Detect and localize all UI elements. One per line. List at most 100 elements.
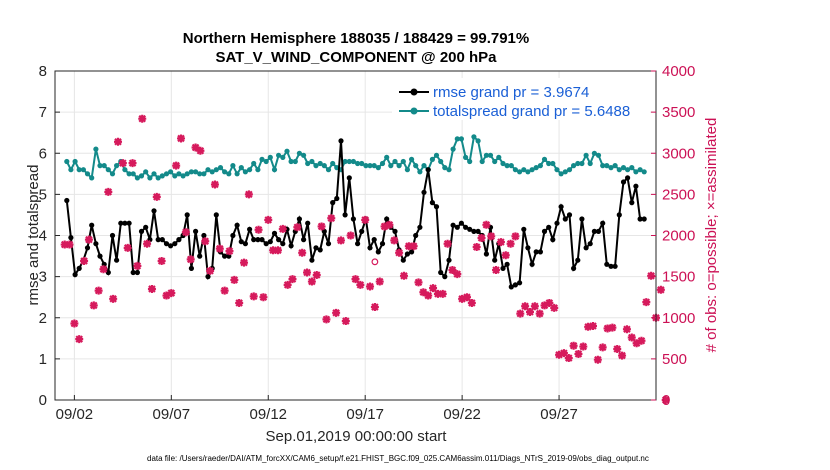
rmse-point bbox=[566, 212, 573, 218]
totalspread-point bbox=[109, 171, 116, 177]
rmse-point bbox=[641, 216, 647, 222]
obs-assimilated-marker bbox=[540, 301, 549, 310]
obs-assimilated-marker bbox=[661, 396, 670, 404]
totalspread-point bbox=[396, 163, 402, 169]
rmse-point bbox=[604, 261, 610, 267]
totalspread-point bbox=[64, 158, 70, 165]
obs-assimilated-marker bbox=[574, 349, 583, 358]
rmse-point bbox=[68, 235, 74, 241]
obs-assimilated-marker bbox=[511, 232, 520, 241]
obs-assimilated-marker bbox=[487, 232, 496, 241]
rmse-point bbox=[417, 224, 423, 230]
rmse-point bbox=[346, 175, 352, 181]
obs-assimilated-marker bbox=[220, 286, 229, 295]
totalspread-point bbox=[629, 165, 635, 171]
y2-tick-label: 1500 bbox=[662, 269, 695, 286]
obs-assimilated-marker bbox=[317, 222, 326, 231]
obs-assimilated-marker bbox=[172, 161, 181, 170]
rmse-point bbox=[134, 269, 140, 276]
rmse-point bbox=[454, 224, 460, 230]
totalspread-point bbox=[247, 167, 253, 173]
totalspread-point bbox=[159, 173, 165, 179]
totalspread-point bbox=[321, 163, 327, 169]
obs-assimilated-marker bbox=[104, 187, 113, 196]
totalspread-point bbox=[201, 171, 207, 177]
obs-assimilated-marker bbox=[264, 215, 273, 224]
obs-assimilated-marker bbox=[429, 284, 438, 293]
totalspread-point bbox=[155, 175, 161, 181]
obs-assimilated-marker bbox=[118, 159, 127, 168]
rmse-point bbox=[76, 265, 82, 271]
rmse-point bbox=[558, 204, 564, 210]
rmse-point bbox=[537, 249, 544, 255]
obs-assimilated-marker bbox=[521, 302, 530, 311]
obs-assimilated-marker bbox=[254, 225, 263, 234]
totalspread-point bbox=[346, 158, 352, 165]
rmse-point bbox=[184, 212, 190, 218]
obs-assimilated-marker bbox=[303, 268, 312, 277]
rmse-point bbox=[230, 232, 236, 239]
rmse-point bbox=[525, 245, 531, 251]
y2-tick-label: 500 bbox=[662, 351, 687, 368]
obs-assimilated-marker bbox=[128, 159, 137, 168]
rmse-point bbox=[541, 228, 548, 234]
totalspread-point bbox=[168, 169, 174, 175]
rmse-point bbox=[450, 222, 456, 228]
y-tick-label: 1 bbox=[39, 351, 47, 368]
rmse-point bbox=[512, 282, 519, 288]
y-tick-label: 0 bbox=[39, 392, 47, 409]
rmse-point bbox=[255, 237, 261, 243]
obs-assimilated-marker bbox=[559, 349, 568, 358]
rmse-point bbox=[583, 245, 589, 251]
obs-assimilated-marker bbox=[230, 275, 239, 284]
y-axis-label: rmse and totalspread bbox=[25, 165, 42, 306]
totalspread-point bbox=[101, 163, 107, 169]
y-tick-label: 2 bbox=[39, 310, 47, 327]
rmse-point bbox=[118, 220, 124, 226]
rmse-point bbox=[259, 237, 265, 243]
rmse-point bbox=[138, 228, 145, 234]
rmse-point bbox=[234, 222, 240, 228]
rmse-point bbox=[595, 228, 602, 234]
y2-tick-label: 2500 bbox=[662, 186, 695, 203]
left-axis: 0 1 2 3 4 5 6 7 8 bbox=[39, 63, 60, 409]
rmse-point bbox=[355, 241, 361, 247]
rmse-point bbox=[151, 208, 157, 214]
obs-assimilated-marker bbox=[462, 293, 471, 302]
obs-assimilated-marker bbox=[627, 333, 636, 342]
totalspread-point bbox=[97, 163, 103, 169]
rmse-point bbox=[591, 228, 598, 234]
obs-assimilated-marker bbox=[75, 335, 84, 344]
footer-data-file: data file: /Users/raeder/DAI/ATM_forcXX/… bbox=[147, 454, 649, 463]
rmse-point bbox=[122, 220, 128, 226]
obs-assimilated-marker bbox=[588, 321, 597, 330]
rmse-point bbox=[404, 251, 410, 257]
totalspread-point bbox=[276, 152, 282, 158]
obs-assimilated-marker bbox=[259, 293, 268, 302]
obs-assimilated-marker bbox=[448, 266, 457, 275]
y-tick-label: 4 bbox=[39, 228, 47, 245]
right-axis: 0 500 1000 1500 2000 2500 3000 3500 4000 bbox=[651, 63, 695, 409]
obs-assimilated-marker bbox=[341, 317, 350, 326]
rmse-point bbox=[421, 189, 427, 195]
obs-assimilated-marker bbox=[656, 285, 665, 294]
obs-assimilated-marker bbox=[157, 256, 166, 265]
rmse-point bbox=[492, 257, 498, 263]
rmse-point bbox=[238, 239, 244, 245]
obs-assimilated-marker bbox=[109, 294, 118, 303]
rmse-point bbox=[508, 284, 514, 290]
rmse-point bbox=[637, 216, 643, 222]
rmse-point bbox=[533, 249, 539, 255]
totalspread-point bbox=[504, 163, 510, 169]
rmse-point bbox=[89, 222, 95, 228]
obs-assimilated-marker bbox=[438, 289, 447, 298]
rmse-point bbox=[263, 241, 269, 247]
obs-assimilated-marker bbox=[453, 270, 462, 279]
totalspread-point bbox=[637, 167, 643, 173]
rmse-point bbox=[342, 212, 348, 218]
totalspread-point bbox=[193, 169, 199, 175]
rmse-point bbox=[517, 280, 523, 286]
obs-assimilated-marker bbox=[206, 266, 215, 275]
rmse-point bbox=[562, 216, 568, 222]
